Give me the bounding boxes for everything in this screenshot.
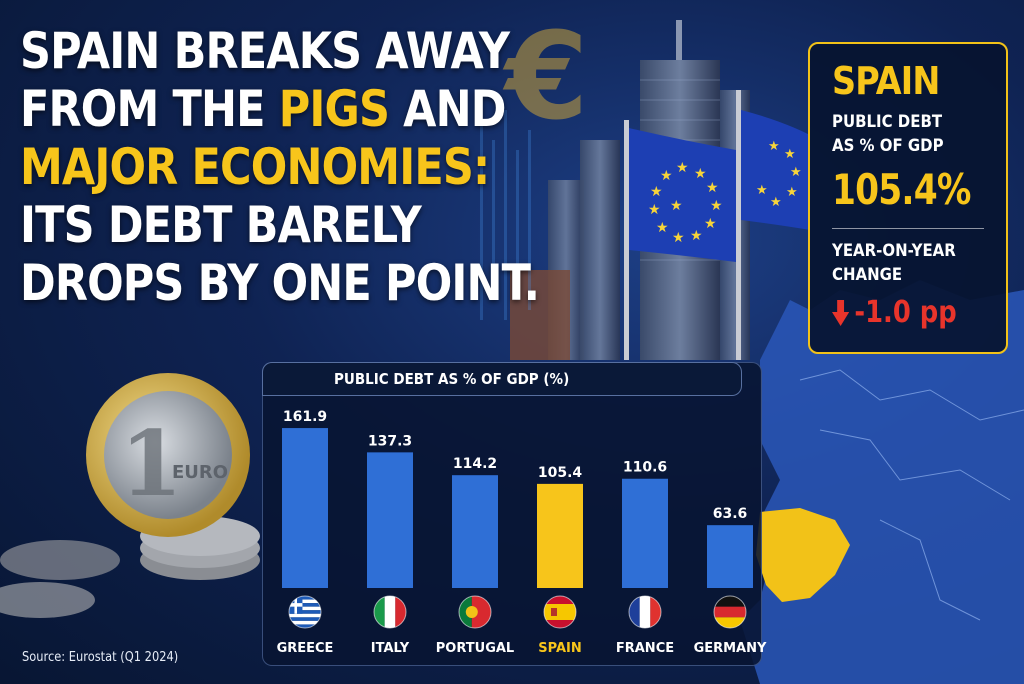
down-arrow-icon xyxy=(832,300,850,326)
svg-text:★: ★ xyxy=(784,147,796,162)
headline-highlight-pigs: PIGS xyxy=(278,80,390,138)
info-change-label-line-1: YEAR-ON-YEAR xyxy=(832,241,956,261)
euro-symbol-icon: € xyxy=(502,8,589,147)
spain-map-highlight xyxy=(756,508,850,602)
svg-text:★: ★ xyxy=(670,198,683,214)
headline: SPAIN BREAKS AWAY FROM THE PIGS AND MAJO… xyxy=(20,22,540,312)
svg-text:★: ★ xyxy=(690,228,703,244)
svg-text:★: ★ xyxy=(672,230,685,246)
source-note: Source: Eurostat (Q1 2024) xyxy=(22,650,179,665)
info-change-label-line-2: CHANGE xyxy=(832,265,903,285)
svg-text:★: ★ xyxy=(648,202,661,218)
info-change-value: -1.0 pp xyxy=(854,295,957,330)
svg-text:★: ★ xyxy=(768,139,780,154)
svg-text:★: ★ xyxy=(704,216,717,232)
svg-text:★: ★ xyxy=(694,166,707,182)
svg-text:★: ★ xyxy=(650,184,663,200)
chart-panel xyxy=(262,362,762,666)
svg-text:★: ★ xyxy=(656,220,669,236)
headline-line-2-post: AND xyxy=(389,80,506,138)
svg-text:★: ★ xyxy=(770,195,782,210)
headline-line-1: SPAIN BREAKS AWAY xyxy=(20,22,510,80)
info-debt-value: 105.4% xyxy=(832,165,971,214)
ticker-pattern xyxy=(480,110,531,320)
svg-text:★: ★ xyxy=(676,160,689,176)
coins-icon: 1 EURO xyxy=(0,373,260,618)
chart-title: PUBLIC DEBT AS % OF GDP (%) xyxy=(334,370,570,388)
info-metric-line-1: PUBLIC DEBT xyxy=(832,112,943,132)
info-metric-line-2: AS % OF GDP xyxy=(832,136,944,156)
chart-title-bar xyxy=(262,362,742,396)
svg-text:★: ★ xyxy=(790,165,802,180)
info-divider xyxy=(832,228,984,229)
svg-text:★: ★ xyxy=(710,198,723,214)
headline-line-2-pre: FROM THE xyxy=(20,80,279,138)
headline-line-2: FROM THE PIGS AND xyxy=(20,80,506,138)
headline-line-4: ITS DEBT BARELY xyxy=(20,196,422,254)
svg-text:EURO: EURO xyxy=(172,462,228,483)
svg-text:★: ★ xyxy=(660,168,673,184)
svg-text:★: ★ xyxy=(786,185,798,200)
info-country: SPAIN xyxy=(832,59,940,103)
europe-map-icon xyxy=(740,280,1024,684)
svg-text:★: ★ xyxy=(706,180,719,196)
eu-flag-icon: ★ ★★ ★★★ ★★★ ★★★ ★★★ ★★★ xyxy=(624,90,810,360)
spain-info-box: SPAIN PUBLIC DEBT AS % OF GDP 105.4% YEA… xyxy=(808,42,1008,354)
headline-line-3: MAJOR ECONOMIES: xyxy=(20,138,490,196)
headline-line-5: DROPS BY ONE POINT. xyxy=(20,254,540,312)
info-change-row: -1.0 pp xyxy=(832,293,963,333)
svg-text:1: 1 xyxy=(120,411,183,517)
svg-text:★: ★ xyxy=(756,183,768,198)
